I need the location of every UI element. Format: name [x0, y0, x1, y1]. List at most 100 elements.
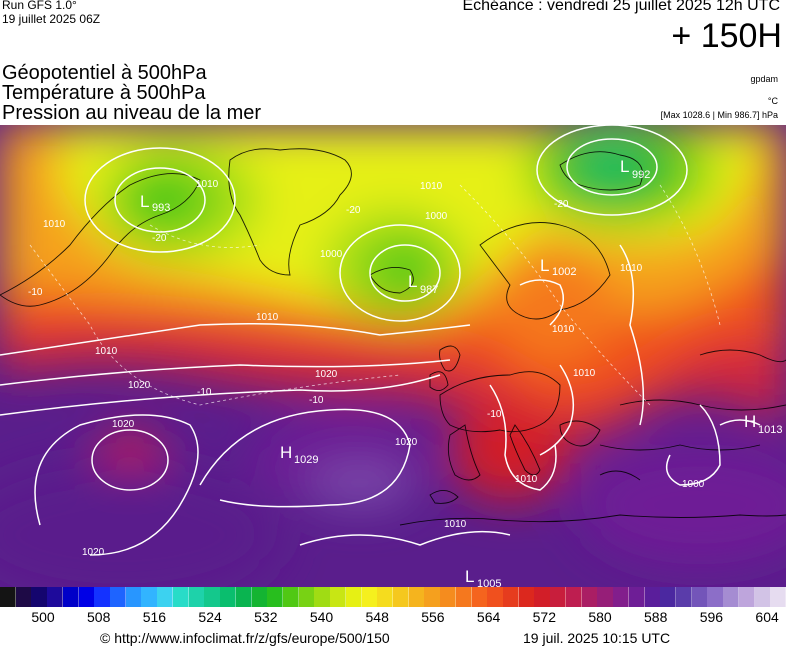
- isobar-label: 1010: [43, 219, 66, 230]
- isobar-label: 1000: [320, 249, 343, 260]
- forecast-valid-time: Echéance : vendredi 25 juillet 2025 12h …: [462, 0, 780, 14]
- isobar-label: 1020: [82, 547, 105, 558]
- colorbar-swatch: [110, 587, 127, 607]
- colorbar-swatch: [47, 587, 64, 607]
- colorbar-swatch: [707, 587, 724, 607]
- colorbar-swatch: [471, 587, 488, 607]
- pressure-max-min: [Max 1028.6 | Min 986.7] hPa: [660, 110, 778, 120]
- source-url: © http://www.infoclimat.fr/z/gfs/europe/…: [100, 630, 390, 646]
- colorbar-swatch: [487, 587, 504, 607]
- colorbar-tick-label: 572: [532, 609, 556, 625]
- colorbar-swatch: [440, 587, 457, 607]
- isotherms: [29, 184, 721, 406]
- colorbar-tick-label: 540: [309, 609, 334, 625]
- colorbar-swatch: [534, 587, 551, 607]
- isobar-labels: 1010 1010 1000 1000 1010 1010 1020 1020 …: [43, 179, 705, 558]
- colorbar-swatch: [78, 587, 95, 607]
- colorbar-swatch: [188, 587, 205, 607]
- colorbar-swatch: [770, 587, 786, 607]
- isobar-label: 1000: [682, 479, 705, 490]
- colorbar-swatch: [393, 587, 410, 607]
- isobar-label: 1010: [256, 312, 279, 323]
- colorbar-swatch: [723, 587, 740, 607]
- low-pressure-marker: L: [540, 256, 549, 275]
- colorbar-swatch: [141, 587, 158, 607]
- isobar-label: 1010: [552, 324, 575, 335]
- colorbar-swatch: [738, 587, 756, 607]
- low-pressure-marker: L: [465, 567, 474, 586]
- colorbar-swatch: [660, 587, 677, 607]
- run-label: Run GFS 1.0°: [2, 0, 77, 12]
- isobar-label: 1010: [620, 263, 643, 274]
- colorbar-swatch: [94, 587, 111, 607]
- isobar-label: 1020: [112, 419, 135, 430]
- coastlines: [0, 148, 786, 526]
- isobar-label: 1010: [515, 474, 538, 485]
- colorbar-swatch: [377, 587, 394, 607]
- colorbar-swatch: [345, 587, 363, 607]
- isotherm-label: -20: [554, 199, 569, 210]
- colorbar-tick-label: 588: [644, 609, 668, 625]
- colorbar-swatch: [298, 587, 315, 607]
- low-pressure-marker: L: [408, 272, 417, 291]
- colorbar-swatch: [581, 587, 598, 607]
- run-date: 19 juillet 2025 06Z: [2, 12, 101, 26]
- colorbar-swatch: [31, 587, 48, 607]
- isobars: [0, 125, 761, 556]
- colorbar-tick-label: 532: [254, 609, 278, 625]
- isotherm-label: -10: [28, 287, 43, 298]
- isobar-label: 1010: [420, 181, 443, 192]
- colorbar-swatch: [691, 587, 708, 607]
- colorbar-tick-label: 596: [699, 609, 724, 625]
- colorbar-swatch: [628, 587, 646, 607]
- isobar-label: 1010: [95, 346, 118, 357]
- isotherm-labels: -20 -20 -20 -10 -10 -10 -10: [28, 199, 569, 420]
- colorbar-swatch: [644, 587, 661, 607]
- colorbar: [0, 587, 786, 607]
- colorbar-swatch: [15, 587, 32, 607]
- low-pressure-value: 1002: [552, 266, 576, 278]
- lead-time: + 150H: [671, 17, 782, 55]
- colorbar-swatch: [424, 587, 441, 607]
- low-pressure-value: 992: [632, 169, 650, 181]
- colorbar-swatch: [235, 587, 253, 607]
- colorbar-tick-label: 556: [421, 609, 445, 625]
- colorbar-swatch: [172, 587, 190, 607]
- isobar-label: 1020: [128, 380, 151, 391]
- isotherm-label: -20: [346, 205, 361, 216]
- low-pressure-value: 987: [420, 284, 438, 296]
- low-pressure-marker: L: [140, 192, 149, 211]
- high-pressure-value: 1013: [758, 424, 782, 436]
- colorbar-swatch: [565, 587, 583, 607]
- colorbar-swatch: [408, 587, 425, 607]
- colorbar-swatch: [361, 587, 378, 607]
- isobar-label: 1010: [196, 179, 219, 190]
- colorbar-tick-label: 524: [198, 609, 222, 625]
- parameter-pressure: Pression au niveau de la mer: [2, 102, 262, 124]
- colorbar-swatch: [204, 587, 221, 607]
- isobar-label: 1020: [315, 369, 338, 380]
- colorbar-tick-label: 516: [142, 609, 167, 625]
- high-pressure-marker: H: [280, 443, 292, 462]
- weather-map[interactable]: 1010 1010 1000 1000 1010 1010 1020 1020 …: [0, 125, 786, 587]
- low-pressure-value: 993: [152, 202, 170, 214]
- colorbar-swatch: [503, 587, 520, 607]
- colorbar-tick-label: 604: [755, 609, 779, 625]
- isotherm-label: -10: [309, 395, 324, 406]
- low-pressure-value: 1005: [477, 578, 501, 587]
- colorbar-swatch: [675, 587, 693, 607]
- colorbar-swatch: [518, 587, 535, 607]
- parameter-geopotential: Géopotentiel à 500hPa: [2, 62, 207, 84]
- colorbar-tick-label: 564: [476, 609, 501, 625]
- isobar-label: 1020: [395, 437, 418, 448]
- colorbar-swatch: [157, 587, 174, 607]
- colorbar-swatch: [754, 587, 771, 607]
- unit-temperature: °C: [767, 96, 778, 106]
- colorbar-tick-label: 580: [588, 609, 612, 625]
- isobar-label: 1010: [573, 368, 596, 379]
- colorbar-swatch: [251, 587, 268, 607]
- pressure-centers: L 993 L 992 L 987 L 1002 H 1029 H 1013 L…: [140, 157, 782, 587]
- colorbar-swatch: [267, 587, 284, 607]
- colorbar-tick-label: 548: [365, 609, 389, 625]
- unit-geopotential: gpdam: [750, 74, 778, 84]
